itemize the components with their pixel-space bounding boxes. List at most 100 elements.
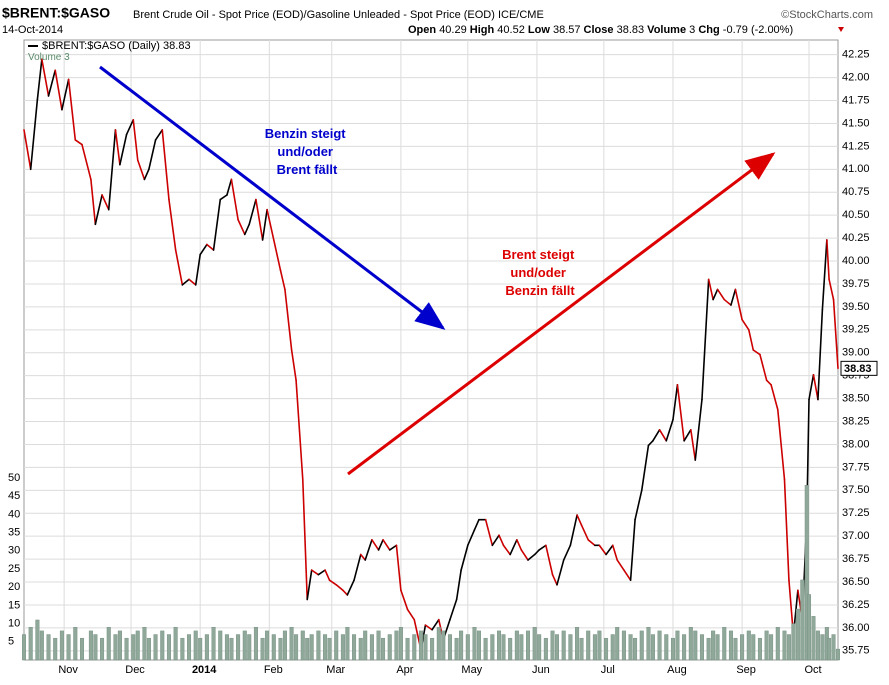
price-segment [640, 444, 650, 492]
price-segment [382, 539, 391, 551]
price-segment [424, 624, 433, 631]
legend-name: $BRENT:$GASO (Daily) [42, 40, 160, 52]
volume-bar [180, 637, 185, 661]
volume-bar [675, 630, 680, 661]
volume-bar [592, 634, 597, 661]
price-segment [808, 373, 815, 401]
volume-bar [53, 637, 58, 661]
volume-bar [610, 634, 615, 661]
volume-bar [633, 637, 638, 661]
volume-bar [561, 630, 566, 661]
price-segment [67, 78, 77, 141]
volume-bar [117, 630, 122, 661]
price-segment [473, 518, 480, 531]
price-segment [832, 298, 839, 370]
y-tick-label: 37.50 [842, 484, 870, 496]
volume-bar [294, 634, 299, 661]
price-segment [752, 349, 761, 356]
volume-bar [187, 634, 192, 661]
volume-bar [73, 627, 78, 661]
volume-bar [472, 627, 477, 661]
price-segment [406, 608, 416, 621]
price-segment [181, 278, 190, 286]
volume-bar [722, 627, 727, 661]
volume-bar [483, 637, 488, 661]
legend-entry: Volume 3 [28, 52, 70, 63]
annotation-line: Benzin steigt [265, 126, 347, 141]
volume-bar [124, 637, 129, 661]
price-segment [783, 478, 790, 582]
volume-bar [260, 637, 265, 661]
volume-bar [728, 630, 733, 661]
volume-bar [476, 630, 481, 661]
price-segment [353, 553, 362, 582]
volume-bar [740, 634, 745, 661]
price-segment [527, 553, 536, 561]
price-segment [371, 539, 380, 551]
quote-label: Open [408, 24, 436, 36]
volume-bar [316, 630, 321, 661]
quote-value: 40.52 [497, 24, 525, 36]
price-segment [576, 514, 583, 526]
price-segment [672, 384, 679, 421]
price-segment [460, 544, 469, 571]
volume-bar [398, 627, 403, 661]
x-tick-label: Oct [804, 664, 821, 676]
quote-pct: (-2.00%) [751, 24, 793, 36]
volume-bar [543, 637, 548, 661]
volume-bar [490, 634, 495, 661]
volume-bar [66, 634, 71, 661]
price-segment [484, 518, 494, 547]
legend-value: 38.83 [163, 40, 191, 52]
price-segment [243, 223, 251, 236]
y-tick-label: 40.25 [842, 232, 870, 244]
volume-bar [514, 630, 519, 661]
volume-bar [497, 630, 502, 661]
price-segment [611, 544, 619, 561]
quote-value: 3 [689, 24, 695, 36]
quote: Open 40.29 High 40.52 Low 38.57 Close 38… [408, 24, 793, 36]
volume-bar [198, 637, 203, 661]
price-segment [652, 428, 661, 442]
price-segment [707, 278, 714, 301]
volume-bar [550, 630, 555, 661]
price-segment [623, 569, 632, 582]
price-segment [154, 129, 164, 141]
price-segment [94, 194, 103, 226]
x-tick-label: Aug [667, 664, 687, 676]
price-segment [143, 168, 150, 181]
y-tick-label: 41.50 [842, 117, 870, 129]
price-segment [174, 249, 184, 286]
volume-bar [820, 634, 825, 661]
volume-bar [688, 627, 693, 661]
volume-bar [224, 634, 229, 661]
volume-bar [699, 634, 704, 661]
price-segment [29, 98, 39, 171]
price-segment [747, 329, 755, 351]
x-tick-label: Jun [532, 664, 550, 676]
volume-bar [441, 630, 446, 661]
price-segment [61, 78, 70, 111]
price-segment [520, 549, 529, 561]
volume-bar [247, 634, 252, 661]
x-tick-label: Apr [396, 664, 413, 676]
y-tick-label: 42.25 [842, 49, 870, 61]
y-tick-label: 37.75 [842, 461, 870, 473]
price-segment [587, 539, 596, 547]
volume-bar [526, 630, 531, 661]
price-segment [817, 308, 824, 401]
volume-bar [775, 627, 780, 661]
x-tick-label: Dec [125, 664, 145, 676]
volume-bar [733, 637, 738, 661]
volume-bar [575, 627, 580, 661]
price-segment [812, 373, 819, 401]
quote-label: Low [528, 24, 550, 36]
volume-bar [769, 634, 774, 661]
price-segment [395, 544, 402, 592]
price-segment [290, 349, 297, 382]
y2-tick-label: 40 [8, 508, 20, 520]
volume-bar [405, 637, 410, 661]
y-tick-label: 36.50 [842, 576, 870, 588]
price-segment [665, 418, 674, 442]
last-value-box [840, 360, 878, 376]
